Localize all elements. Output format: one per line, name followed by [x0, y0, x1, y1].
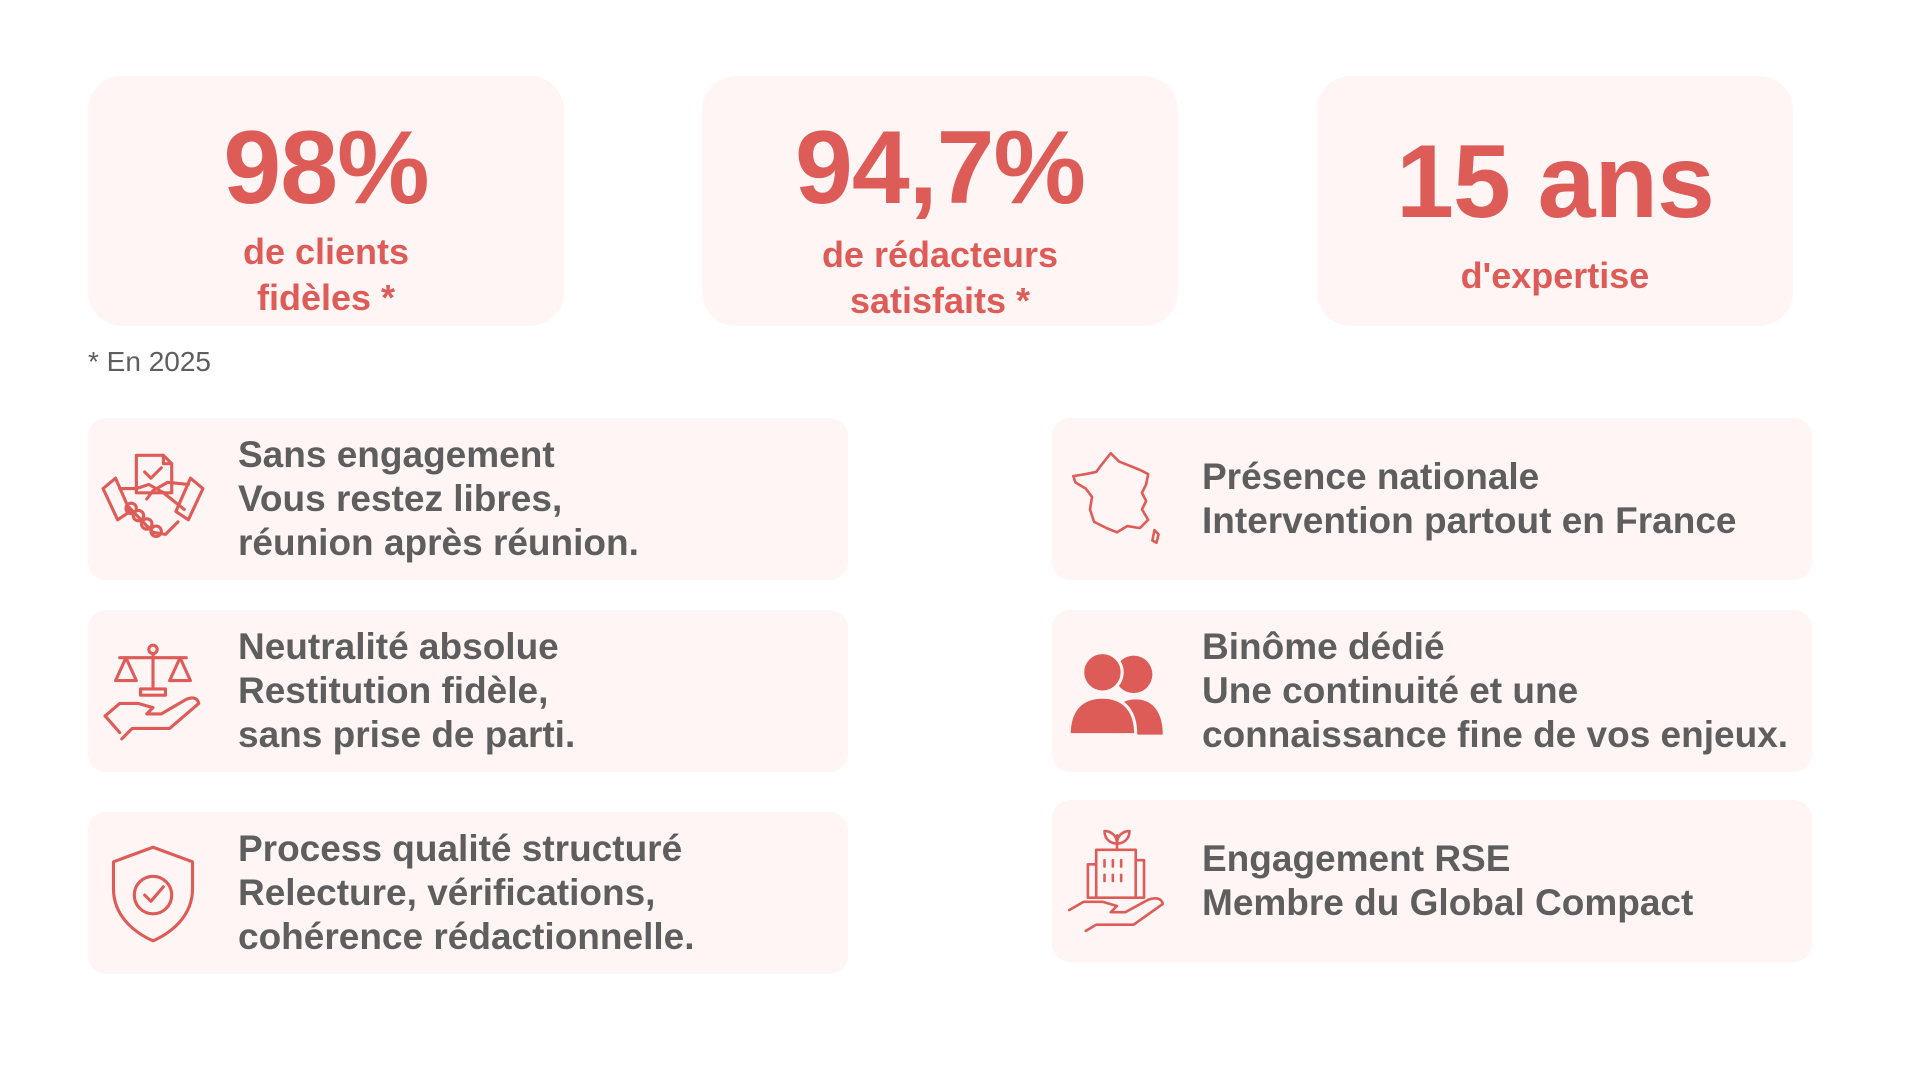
feature-process-qualite: Process qualité structuré Relecture, vér…	[88, 812, 848, 974]
stat-value: 98%	[223, 110, 429, 226]
feature-line: sans prise de parti.	[238, 714, 576, 755]
feature-sans-engagement: Sans engagement Vous restez libres, réun…	[88, 418, 848, 580]
stat-label: de clients fidèles *	[242, 231, 410, 318]
feature-title: Présence nationale	[1202, 456, 1540, 497]
stat-card-expertise: 15 ans d'expertise	[1317, 76, 1793, 326]
feature-text: Présence nationale Intervention partout …	[1202, 418, 1804, 580]
france-map-icon	[1052, 418, 1182, 580]
feature-text: Sans engagement Vous restez libres, réun…	[238, 418, 840, 580]
feature-line: réunion après réunion.	[238, 522, 639, 563]
stat-value: 94,7%	[795, 110, 1086, 226]
feature-neutralite: Neutralité absolue Restitution fidèle, s…	[88, 610, 848, 772]
feature-text: Engagement RSE Membre du Global Compact	[1202, 800, 1804, 962]
feature-line: Relecture, vérifications,	[238, 872, 656, 913]
building-plant-in-hand-icon	[1052, 800, 1182, 962]
feature-line: Membre du Global Compact	[1202, 882, 1694, 923]
feature-title: Process qualité structuré	[238, 828, 683, 869]
stat-label: d'expertise	[1460, 255, 1650, 296]
feature-line: connaissance fine de vos enjeux.	[1202, 714, 1789, 755]
stat-label: de rédacteurs satisfaits *	[821, 234, 1059, 321]
two-people-icon	[1052, 610, 1182, 772]
feature-title: Neutralité absolue	[238, 626, 559, 667]
feature-engagement-rse: Engagement RSE Membre du Global Compact	[1052, 800, 1812, 962]
feature-line: Intervention partout en France	[1202, 500, 1737, 541]
stat-value: 15 ans	[1396, 124, 1715, 240]
footnote: * En 2025	[88, 346, 211, 377]
feature-line: cohérence rédactionnelle.	[238, 916, 695, 957]
feature-title: Sans engagement	[238, 434, 555, 475]
feature-title: Binôme dédié	[1202, 626, 1445, 667]
shield-check-icon	[88, 812, 218, 974]
stat-card-clients: 98% de clients fidèles *	[88, 76, 564, 326]
feature-text: Neutralité absolue Restitution fidèle, s…	[238, 610, 840, 772]
stat-card-redacteurs: 94,7% de rédacteurs satisfaits *	[702, 76, 1178, 326]
feature-binome: Binôme dédié Une continuité et une conna…	[1052, 610, 1812, 772]
feature-presence-nationale: Présence nationale Intervention partout …	[1052, 418, 1812, 580]
feature-line: Vous restez libres,	[238, 478, 563, 519]
feature-text: Process qualité structuré Relecture, vér…	[238, 812, 840, 974]
scales-in-hand-icon	[88, 610, 218, 772]
feature-line: Restitution fidèle,	[238, 670, 549, 711]
feature-line: Une continuité et une	[1202, 670, 1579, 711]
feature-text: Binôme dédié Une continuité et une conna…	[1202, 610, 1804, 772]
feature-title: Engagement RSE	[1202, 838, 1511, 879]
handshake-contract-icon	[88, 418, 218, 580]
